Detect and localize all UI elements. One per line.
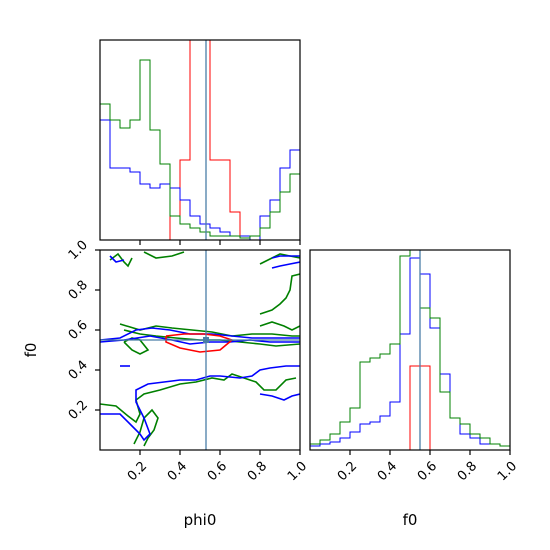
phi0-histogram-panel xyxy=(99,39,301,245)
contour-blue-5 xyxy=(271,255,300,259)
phi0-hist-blue xyxy=(100,119,300,240)
f0-hist-blue xyxy=(310,257,510,450)
f0-ytick-label: 0.4 xyxy=(66,358,91,383)
phi0-hist-frame xyxy=(99,39,301,241)
f0-xtick-label: 0.4 xyxy=(375,459,400,484)
contour-green-6 xyxy=(259,321,300,331)
truth-marker xyxy=(203,337,209,343)
phi0-xtick-label: 0.8 xyxy=(245,459,270,484)
contour-green-9 xyxy=(143,251,185,259)
f0-ytick-label: 0.6 xyxy=(66,318,91,343)
x-axis-label-phi0: phi0 xyxy=(184,511,217,529)
contour-green-4 xyxy=(133,408,159,447)
phi0-xtick-label: 1.0 xyxy=(285,459,310,484)
f0-ytick-label: 0.2 xyxy=(66,398,91,423)
f0-xtick-label: 0.8 xyxy=(455,459,480,484)
f0-xtick-label: 0.6 xyxy=(415,459,440,484)
contour-green-5 xyxy=(259,273,300,315)
contour-blue-6 xyxy=(271,261,300,269)
f0-xtick-label: 1.0 xyxy=(495,459,520,484)
contour-red-0 xyxy=(165,333,234,353)
f0-xtick-label: 0.2 xyxy=(335,459,360,484)
f0-hist-green xyxy=(310,250,510,450)
phi0-hist-green xyxy=(100,59,300,240)
f0-histogram-panel: 0.2 0.4 0.6 0.8 1.0 xyxy=(309,249,520,484)
contour-frame xyxy=(99,249,301,451)
f0-hist-red xyxy=(310,365,510,450)
f0-ytick-label: 0.8 xyxy=(66,278,91,303)
contour-blue-1 xyxy=(100,335,300,345)
y-axis-label-f0: f0 xyxy=(22,343,40,358)
contour-blue-2 xyxy=(100,365,300,442)
contour-blue-7 xyxy=(109,255,125,263)
phi0-xtick-label: 0.4 xyxy=(165,459,190,484)
contour-green-3 xyxy=(100,373,297,424)
phi0-f0-contour-panel: 0.2 0.4 0.6 0.8 1.0 0.2 0.4 0.6 0.8 1.0 xyxy=(66,238,310,484)
contour-blue-4 xyxy=(259,393,300,401)
f0-ytick-label: 1.0 xyxy=(66,238,91,263)
contour-green-0 xyxy=(119,323,300,337)
phi0-xtick-label: 0.2 xyxy=(125,459,150,484)
f0-hist-frame xyxy=(309,249,511,451)
phi0-xtick-label: 0.6 xyxy=(205,459,230,484)
contour-green-8 xyxy=(109,252,133,268)
x-axis-label-f0: f0 xyxy=(403,511,418,529)
